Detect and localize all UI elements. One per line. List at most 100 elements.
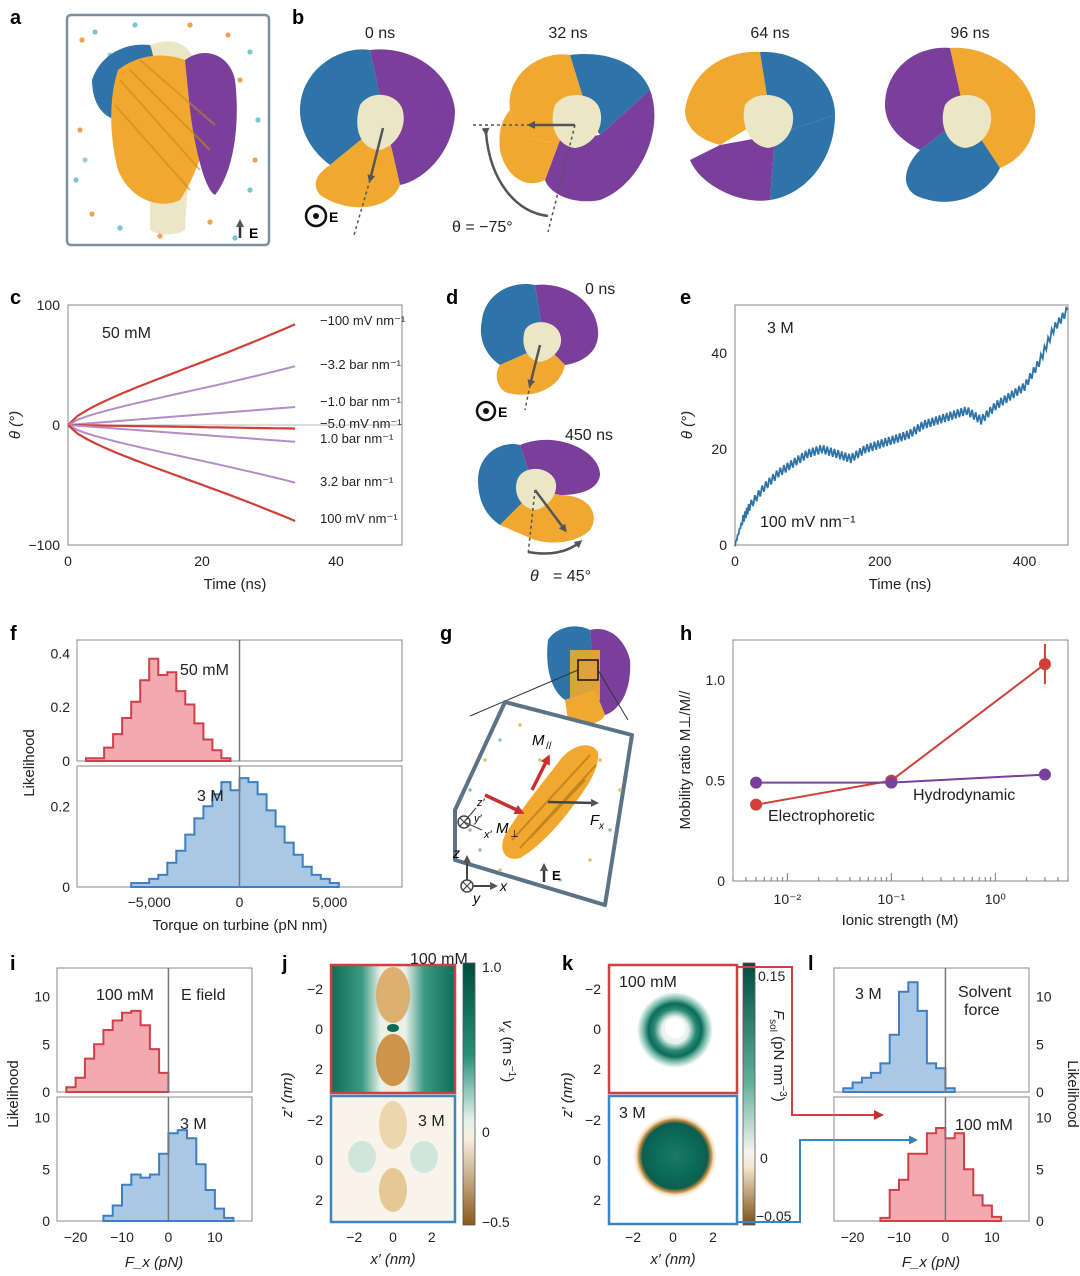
colorbar-j-tick-min: −0.5	[482, 1214, 510, 1230]
chart-i-top-ytick: 5	[42, 1036, 50, 1052]
panel-d-snapshots: 0 ns 450 ns E θ = 45°	[475, 281, 615, 585]
chart-h-ytick: 0.5	[706, 773, 726, 789]
panel-label-i: i	[10, 953, 16, 975]
chart-f-ylabel: Likelihood	[21, 729, 38, 797]
global-y-label: y	[472, 890, 481, 906]
chart-i-top-histogram	[65, 1009, 170, 1093]
field-label-g: E	[552, 868, 561, 883]
local-y-axis-symbol	[457, 815, 471, 829]
chart-c-series-label: 1.0 bar nm⁻¹	[320, 431, 394, 446]
chart-c-series-line	[67, 406, 296, 426]
chart-f-xtick: 0	[236, 894, 244, 910]
chart-c-xtick-0: 0	[64, 553, 72, 569]
chart-c-annotation: 50 mM	[102, 325, 151, 342]
chart-j-xtick: 0	[389, 1229, 397, 1245]
heatmap-k-label-3M: 3 M	[619, 1105, 646, 1122]
turbine-top-view-64ns	[685, 51, 835, 201]
heatmap-k-3M	[607, 1094, 739, 1226]
panel-g-schematic: M // M ⊥ F x z′ y′ x′ E z x y	[452, 626, 634, 907]
chart-k-xtick: −2	[625, 1229, 641, 1245]
force-arrow	[547, 798, 599, 807]
chart-h-xtick: 10⁻¹	[878, 891, 906, 907]
chart-c-series-label: −1.0 bar nm⁻¹	[320, 394, 402, 409]
chart-l-top-ytick: 0	[1036, 1084, 1044, 1100]
panel-d-angle-value: = 45°	[553, 568, 591, 585]
chart-k-ytick: 2	[593, 1192, 601, 1208]
chart-e-annotation-field: 100 mV nm⁻¹	[760, 514, 856, 531]
chart-k-ytick: −2	[585, 1112, 601, 1128]
chart-f-top-label: 50 mM	[180, 662, 229, 679]
panel-label-a: a	[10, 7, 22, 29]
chart-i-xtick: −10	[110, 1229, 134, 1245]
turbine-top-view-96ns	[885, 47, 1036, 202]
chart-c-series-label: −100 mV nm⁻¹	[320, 313, 406, 328]
chart-c-ytick-neg100: −100	[28, 537, 60, 553]
chart-l-xtick: 0	[942, 1229, 950, 1245]
chart-i-xtick: 0	[165, 1229, 173, 1245]
colorbar-k-tick-zero: 0	[760, 1150, 768, 1166]
chart-i-bottom-ytick: 10	[34, 1110, 50, 1126]
panel-label-d: d	[446, 287, 458, 309]
chart-e-frame	[734, 304, 1069, 546]
panel-d-angle-symbol: θ	[530, 568, 539, 585]
m-par-label: M	[532, 732, 545, 749]
chart-j-ytick: −2	[307, 981, 323, 997]
chart-l-xlabel: F_x (pN)	[902, 1254, 960, 1271]
ion-dots	[73, 22, 261, 241]
chart-c-series-line	[67, 423, 296, 430]
chart-l-bottom-ytick: 0	[1036, 1213, 1044, 1229]
panel-label-g: g	[440, 623, 452, 645]
m-perp-label: M	[496, 820, 509, 837]
chart-c-ytick-100: 100	[37, 297, 61, 313]
chart-f-xlabel: Torque on turbine (pN nm)	[152, 917, 327, 934]
chart-c-series-line	[67, 323, 296, 426]
panel-label-l: l	[808, 953, 814, 975]
chart-h-series-line	[755, 663, 1046, 806]
chart-i-top-ytick: 10	[34, 989, 50, 1005]
panel-e-chart: 3 M 100 mV nm⁻¹ 0 200 400 0 20 40 Time (ns) θ…	[679, 304, 1069, 593]
chart-e-xtick: 200	[868, 553, 892, 569]
global-z-label: z	[452, 845, 460, 861]
field-label-a: E	[249, 225, 258, 241]
colorbar-j-tick-max: 1.0	[482, 959, 502, 975]
chart-c-ylabel: θ (°)	[7, 411, 24, 439]
chart-j-xlabel: x′ (nm)	[369, 1251, 415, 1268]
chart-h-point	[1038, 658, 1051, 671]
turbine-small	[547, 626, 631, 725]
chart-e-ytick: 0	[719, 537, 727, 553]
chart-j-ylabel: z′ (nm)	[279, 1072, 296, 1118]
chart-h-ytick: 1.0	[706, 672, 726, 688]
time-label-96ns: 96 ns	[950, 25, 989, 42]
local-y-label: y′	[473, 813, 483, 825]
m-perp-subscript: ⊥	[510, 829, 519, 840]
chart-h-series-line	[756, 773, 1045, 784]
chart-k-xtick: 2	[709, 1229, 717, 1245]
heatmap-j-3M	[329, 1094, 457, 1224]
chart-l-bottom-ytick: 5	[1036, 1161, 1044, 1177]
chart-c-series-label: −3.2 bar nm⁻¹	[320, 357, 402, 372]
chart-i-bottom-ytick: 5	[42, 1161, 50, 1177]
chart-f-top-histogram	[85, 657, 232, 762]
panel-label-h: h	[680, 623, 692, 645]
connector-red	[737, 966, 884, 1120]
colorbar-k-tick-max: 0.15	[758, 968, 785, 984]
chart-e-ytick: 20	[711, 441, 727, 457]
chart-h-point	[885, 776, 898, 789]
chart-h-legend-electrophoretic: Electrophoretic	[768, 808, 875, 825]
chart-l-xtick: −10	[887, 1229, 911, 1245]
panel-l-chart: 0 5 10 0 5 10 −20 −10 0 10 3 M Solvent force 100 m…	[833, 967, 1080, 1271]
chart-h-xtick: 10⁰	[985, 891, 1007, 907]
turbine-molecule-side	[92, 41, 237, 235]
chart-k-ytick: 0	[593, 1021, 601, 1037]
chart-l-xtick: 10	[984, 1229, 1000, 1245]
m-par-subscript: //	[546, 741, 552, 752]
field-out-of-plane-symbol-d	[475, 400, 497, 422]
chart-j-ytick: −2	[307, 1112, 323, 1128]
chart-h-legend-hydrodynamic: Hydrodynamic	[913, 787, 1015, 804]
colorbar-k	[742, 962, 756, 1226]
chart-c-series-label: 100 mV nm⁻¹	[320, 511, 398, 526]
panel-a-simulation-box: E	[65, 13, 271, 247]
chart-l-bottom-histogram	[879, 1127, 1003, 1222]
chart-i-top-label: 100 mM	[96, 987, 154, 1004]
heatmap-j-label-100mM: 100 mM	[410, 951, 468, 968]
